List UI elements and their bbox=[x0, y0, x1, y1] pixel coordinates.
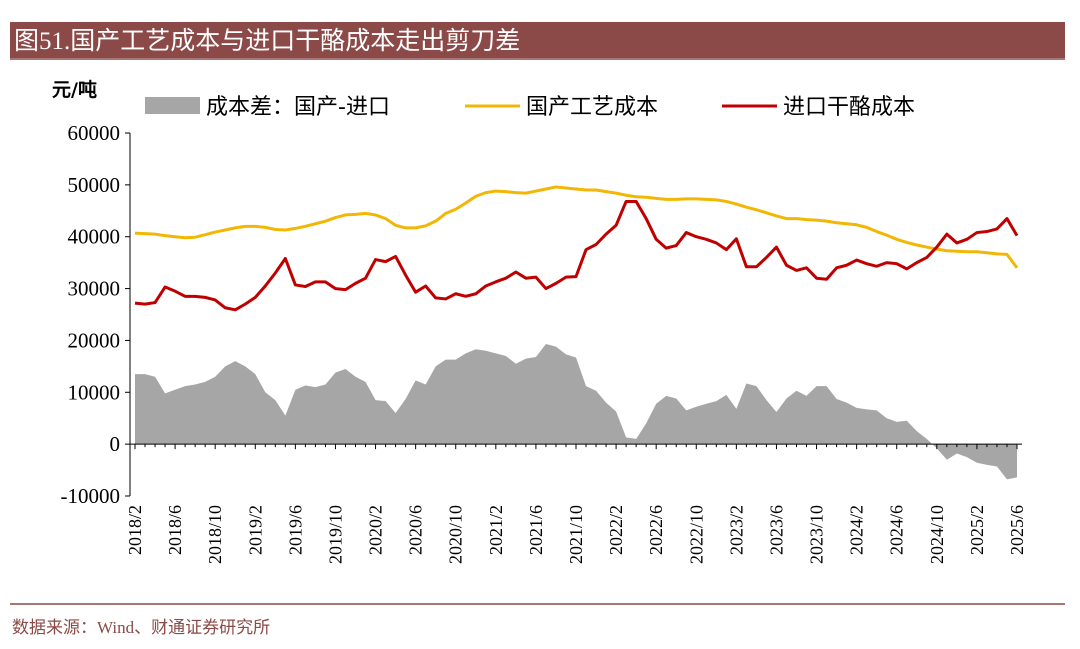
x-tick-label: 2023/6 bbox=[766, 505, 786, 555]
line bbox=[134, 199, 1019, 312]
x-tick-label: 2022/6 bbox=[646, 505, 666, 555]
x-tick-label: 2021/10 bbox=[566, 505, 586, 564]
line bbox=[134, 185, 1019, 269]
x-tick-label: 2022/10 bbox=[686, 505, 706, 564]
x-tick-label: 2018/2 bbox=[125, 505, 145, 555]
area bbox=[135, 344, 1017, 480]
y-tick-label: 20000 bbox=[68, 328, 121, 352]
x-tick-label: 2020/10 bbox=[446, 505, 466, 564]
x-tick-label: 2025/2 bbox=[967, 505, 987, 555]
y-axis-label: 元/吨 bbox=[52, 78, 97, 101]
x-tick-label: 2023/2 bbox=[726, 505, 746, 555]
x-tick-label: 2023/10 bbox=[807, 505, 827, 564]
legend-label: 进口干酪成本 bbox=[783, 95, 915, 120]
x-tick-label: 2024/6 bbox=[887, 505, 907, 555]
y-tick-label: 60000 bbox=[68, 121, 121, 145]
legend-label: 国产工艺成本 bbox=[526, 95, 658, 120]
source: 数据来源：Wind、财通证券研究所 bbox=[12, 618, 270, 637]
y-tick-label: 0 bbox=[110, 432, 121, 456]
x-tick-label: 2019/10 bbox=[325, 505, 345, 564]
x-tick-label: 2018/6 bbox=[165, 505, 185, 555]
chart-title: 图51.国产工艺成本与进口干酪成本走出剪刀差 bbox=[14, 27, 520, 55]
y-tick-label: 30000 bbox=[68, 277, 121, 301]
x-tick-label: 2020/6 bbox=[406, 505, 426, 555]
x-tick-label: 2024/10 bbox=[927, 505, 947, 564]
y-tick-label: 40000 bbox=[68, 225, 121, 249]
y-tick-label: 50000 bbox=[68, 173, 121, 197]
x-tick-label: 2022/2 bbox=[606, 505, 626, 555]
x-tick-label: 2025/6 bbox=[1007, 505, 1027, 555]
x-tick-label: 2021/6 bbox=[526, 505, 546, 555]
y-tick-label: -10000 bbox=[61, 484, 121, 508]
x-tick-label: 2020/2 bbox=[366, 505, 386, 555]
x-tick-label: 2019/2 bbox=[245, 505, 265, 555]
x-tick-label: 2024/2 bbox=[847, 505, 867, 555]
title-bar bbox=[10, 22, 1065, 58]
x-tick-label: 2019/6 bbox=[285, 505, 305, 555]
x-tick-label: 2021/2 bbox=[486, 505, 506, 555]
legend-swatch bbox=[145, 97, 200, 114]
x-tick-label: 2018/10 bbox=[205, 505, 225, 564]
y-tick-label: 10000 bbox=[68, 380, 121, 404]
legend-label: 成本差：国产-进口 bbox=[206, 95, 390, 120]
